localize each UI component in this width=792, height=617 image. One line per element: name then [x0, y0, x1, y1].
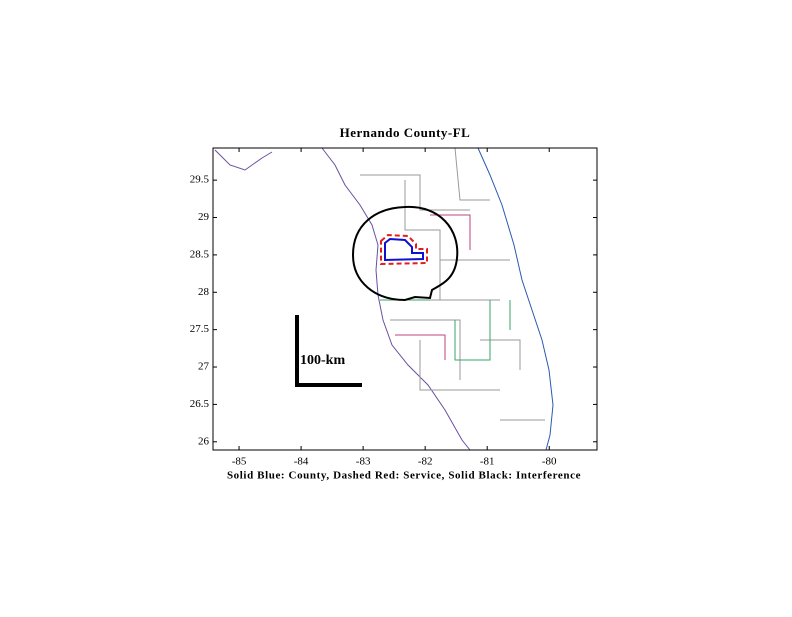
east-coastline [477, 147, 554, 451]
x-tick-label: -84 [294, 456, 309, 468]
x-tick-label: -85 [232, 456, 247, 468]
x-tick-label: -81 [480, 456, 495, 468]
county-boundary [384, 237, 424, 262]
y-tick-label: 29 [198, 211, 210, 223]
map-layer [214, 147, 554, 451]
y-tick-label: 26 [198, 435, 210, 447]
x-tick-label: -83 [356, 456, 371, 468]
x-axis-caption: Solid Blue: County, Dashed Red: Service,… [227, 470, 581, 482]
y-tick-label: 28 [198, 286, 210, 298]
coastline [214, 147, 471, 451]
y-tick-label: 28.5 [190, 248, 210, 260]
x-tick-label: -82 [418, 456, 433, 468]
scale-label: 100-km [300, 353, 345, 368]
y-tick-label: 27 [198, 361, 210, 373]
scale-bar [295, 315, 362, 387]
y-tick-label: 27.5 [190, 323, 210, 335]
interference-contour [351, 205, 459, 302]
y-tick-label: 26.5 [190, 398, 210, 410]
x-tick-label: -80 [542, 456, 557, 468]
county-lines-color2 [395, 214, 471, 360]
chart-title: Hernando County-FL [340, 125, 471, 140]
plot-frame [212, 147, 598, 451]
county-lines [360, 147, 545, 421]
y-tick-label: 29.5 [190, 174, 210, 186]
